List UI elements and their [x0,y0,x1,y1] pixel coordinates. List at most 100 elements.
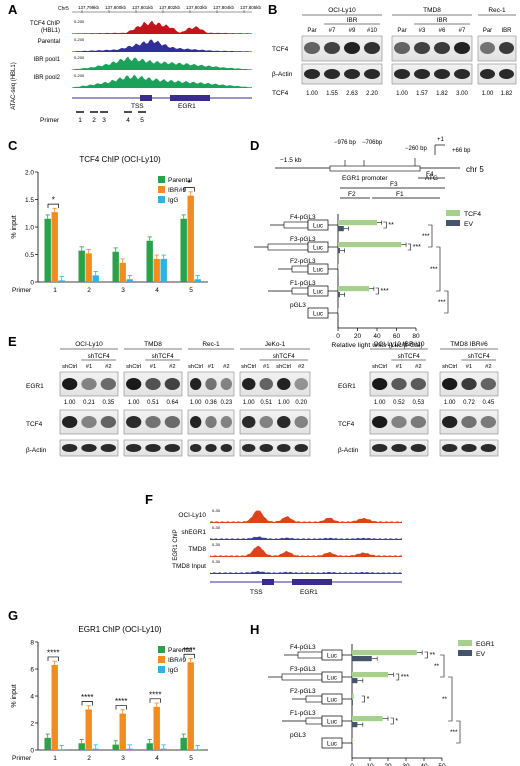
blot-quant: 1.57 [416,91,428,97]
pos-label: +1 [437,137,445,143]
y-tick-label: 1.5 [25,197,34,204]
legend-label: EV [464,221,474,228]
track-scale: 0-30 [212,525,221,530]
compare-sig: *** [430,266,438,273]
panel-a: A Chr5 137,799kb 137,800kb 137,801kb 137,80… [8,2,262,124]
track-label: IBR pool2 [34,75,61,81]
x-tick-label: 80 [412,333,420,340]
y-tick-label: 2.0 [25,170,34,177]
sig-marker: ** [388,222,394,229]
blot-band [442,378,458,390]
blot-band [394,69,410,79]
bar-tcf4 [338,242,402,248]
primer-number: 1 [78,117,82,124]
bar-igg [194,749,201,750]
sig-bracket [375,287,379,295]
blot-band [480,378,497,390]
promoter-fragment [291,265,309,273]
track-signal [72,20,252,34]
compare-sig: ** [442,696,448,703]
x-tick-label: 5 [189,287,193,294]
blot-quant: 1.00 [278,400,290,406]
blot-row-label: EGR1 [26,383,44,390]
blot-lane-label: shCtrl [276,364,291,370]
bar-parental [146,240,153,282]
bar-parental [112,744,119,750]
primer-number: 2 [92,117,96,124]
blot-row-label: TCF4 [272,46,289,53]
panel-f: F OCI-Ly10 0-30 shEGR1 0-30 TMD8 0-30 TMD8 Inp… [145,492,402,596]
sig-marker: **** [81,693,93,702]
blot-band [81,416,97,428]
blot-band [61,444,78,452]
promoter-fragment [305,717,323,725]
blot-band [100,416,117,428]
track-label: shEGR1 [181,529,206,536]
blot-quant: 0.53 [412,400,424,406]
bar-ibr9 [85,709,92,750]
blot-band [364,42,380,54]
track-scale: 0-30 [212,559,221,564]
blot-band [324,69,340,79]
track-sublabel: (HBL1) [41,28,60,34]
construct-label: F2-pGL3 [290,258,316,265]
construct-label: F4-pGL3 [290,644,316,651]
track-signal [210,536,402,540]
sig-marker: *** [401,674,409,681]
legend-swatch [158,186,165,193]
atac-tracks: TCF4 ChIP(HBL1) 0-200 Parental 0-200 IBR poo… [30,19,252,88]
sig-marker: * [395,718,398,725]
blot-quant: 1.00 [64,400,76,406]
blot-lane-label: #10 [367,28,378,34]
y-tick-label: 6 [30,667,34,674]
blot-band [126,444,142,452]
atg-label: ATG [425,175,438,182]
legend-swatch [446,210,460,216]
luc-label: Luc [327,675,337,682]
x-tick-label: 3 [121,755,125,762]
blot-band [294,416,308,428]
track-signal [72,74,252,88]
pos-label: −260 bp [405,146,428,152]
chart-h: 01020304050Relative light units (Luc/β-G… [268,640,495,766]
blot-lane-label: Par [307,28,316,34]
egr1-exon-f1 [262,579,274,585]
bar-ibr9 [187,195,194,282]
blot-quant: 2.63 [346,91,358,97]
blot-lane-label: #1 [150,364,156,370]
blot-band [277,416,291,428]
luc-label: Luc [327,719,337,726]
primer-label: Primer [40,117,60,124]
blot-quant: 1.00 [396,91,408,97]
bar-parental [78,250,85,282]
y-tick-label: 0 [30,280,34,287]
blot-row-label: TCF4 [26,421,43,428]
legend-swatch [458,650,472,656]
y-tick-label: 0.5 [25,252,34,259]
bar-egr1 [352,650,417,656]
x-axis-label: Primer [12,755,32,762]
x-tick-label: 1 [53,755,57,762]
legend-label: IBR#9 [168,657,186,664]
legend-label: TCF4 [464,211,481,218]
blot-treatment: IBR [437,17,448,24]
x-tick-label: 40 [420,763,428,766]
chart-c-title: TCF4 ChIP (OCI-Ly10) [79,155,161,164]
blot-band [277,444,291,452]
panel-d: D −1.5 kb −976 bp −706bp −260 bp +1 +66 bp EGR… [250,137,484,349]
blot-band [145,444,161,452]
sig-bracket [183,187,195,192]
x-tick-label: 1 [53,287,57,294]
blot-lane-label: #2 [105,364,111,370]
blot-quant: 2.20 [366,91,378,97]
blot-row-label: EGR1 [338,383,356,390]
blot-band [220,416,232,428]
blot-quant: 0.51 [147,400,159,406]
chart-g: 0 2 4 6 8 % input Primer 1 **** 2 **** 3 **** 4 **** 5 *… [11,640,208,762]
bar-parental [44,737,51,750]
legend-swatch [158,666,165,673]
compare-bracket [456,720,461,744]
track-label: TCF4 ChIP [30,21,60,27]
blot-band [461,416,477,428]
